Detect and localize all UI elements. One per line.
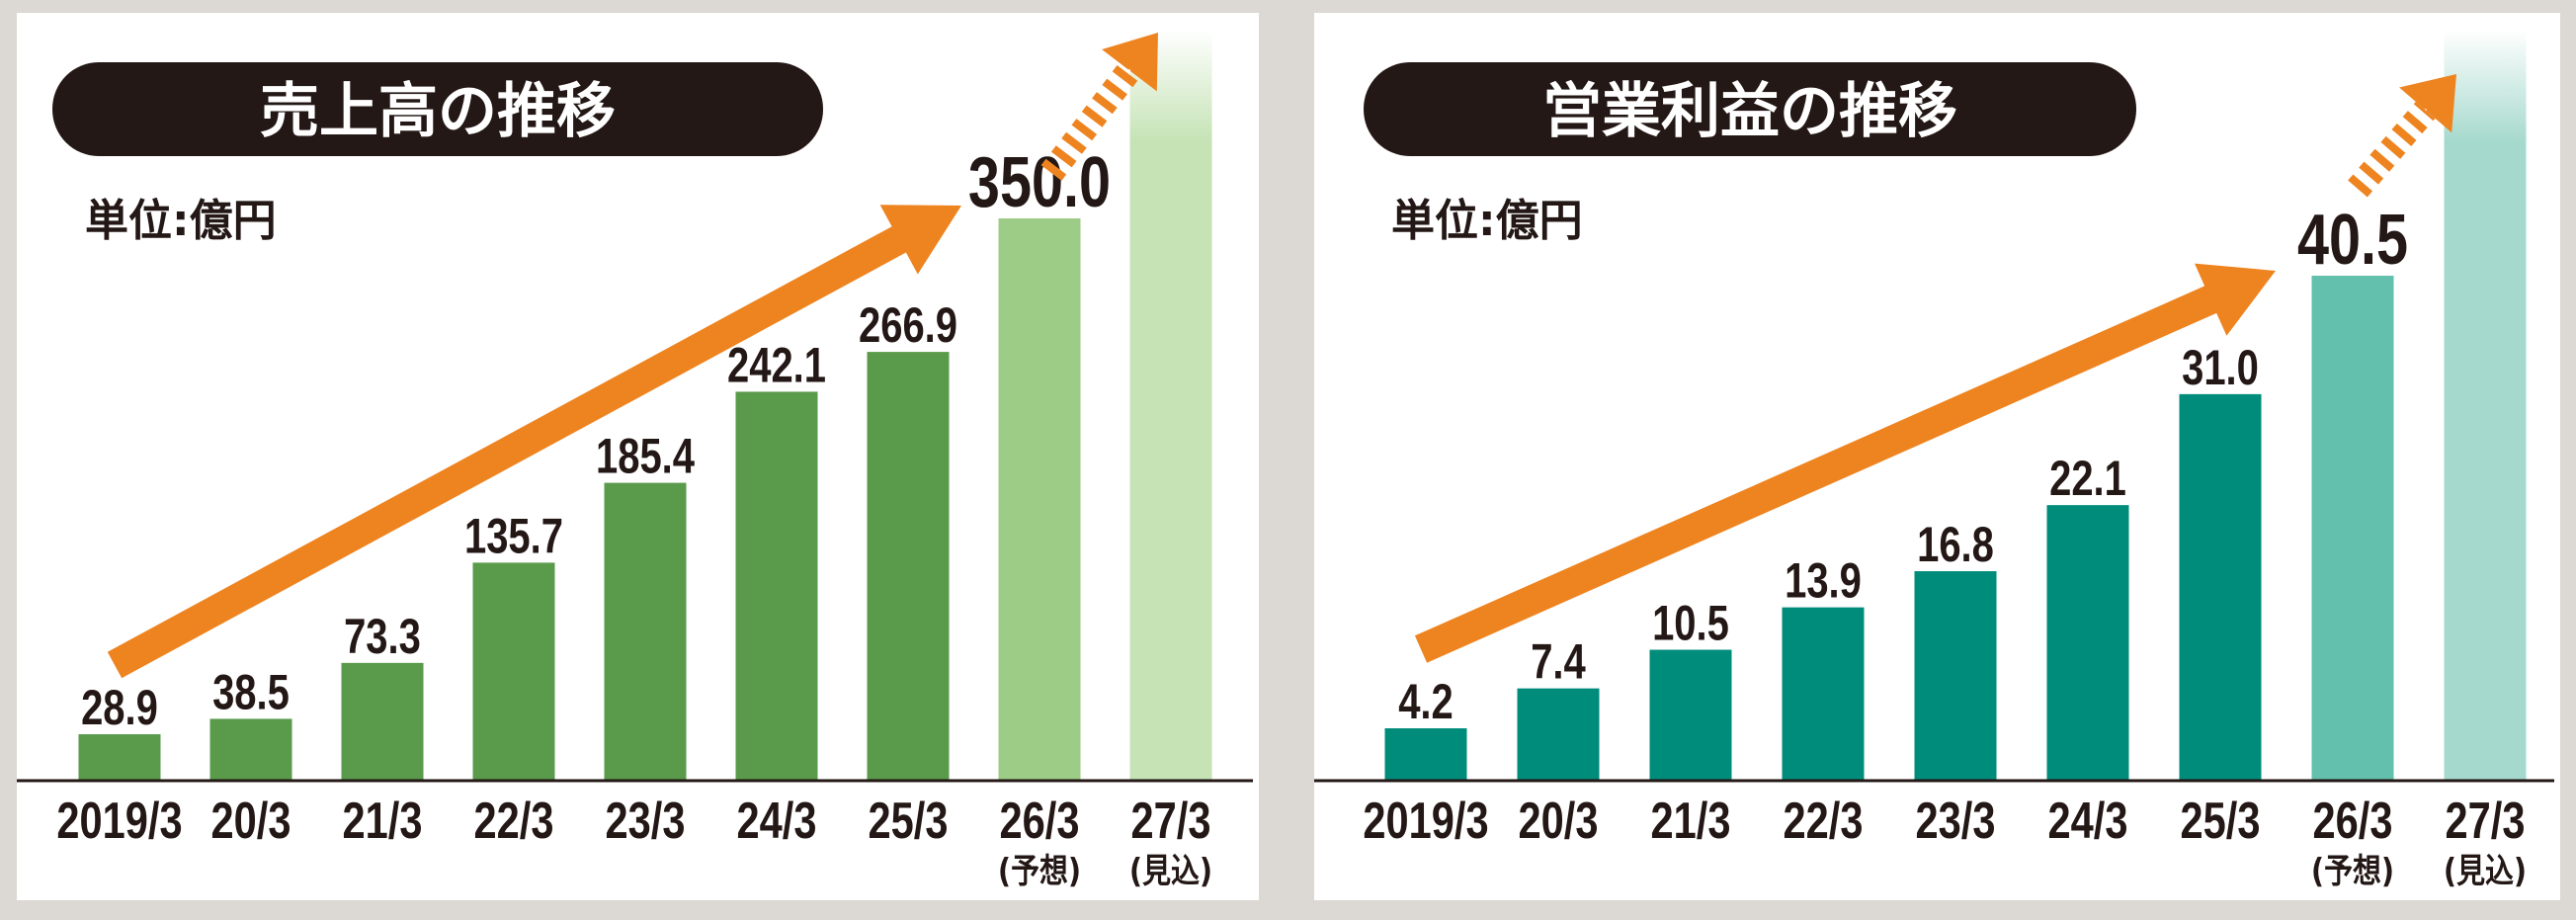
x-tick-note: (予想) [2311, 853, 2394, 891]
forecast-dashed-arrow [2348, 101, 2436, 198]
x-tick-note: (見込) [1129, 853, 1212, 891]
trend-arrow [107, 205, 962, 679]
bar [1649, 649, 1732, 781]
x-tick-label: 21/3 [1651, 792, 1731, 850]
x-tick-label: 20/3 [1519, 792, 1599, 850]
x-tick-label: 26/3 [1000, 792, 1080, 850]
data-label: 38.5 [212, 664, 290, 719]
x-tick-label: 22/3 [474, 792, 554, 850]
bar [1914, 571, 1997, 781]
x-tick-label: 23/3 [1916, 792, 1996, 850]
trend-arrow [1414, 263, 2276, 663]
x-tick-note: (見込) [2444, 853, 2527, 891]
data-label: 10.5 [1652, 595, 1729, 650]
x-tick-label: 23/3 [606, 792, 686, 850]
data-label: 135.7 [464, 508, 563, 563]
bar [604, 482, 687, 781]
data-label: 16.8 [1917, 517, 1994, 572]
bar [78, 734, 161, 781]
forecast-arrow-head [1102, 33, 1158, 92]
x-tick-label: 24/3 [2048, 792, 2128, 850]
bar-outlook [1129, 30, 1212, 781]
bar [998, 218, 1081, 781]
bar [2311, 276, 2394, 781]
bar [2046, 505, 2129, 781]
bar [472, 562, 555, 781]
data-label: 4.2 [1398, 674, 1454, 729]
x-tick-label: 21/3 [343, 792, 423, 850]
data-label: 266.9 [859, 297, 957, 353]
data-label: 7.4 [1531, 633, 1586, 689]
data-label: 28.9 [81, 680, 158, 735]
bar [1782, 607, 1865, 781]
data-label: 22.1 [2049, 451, 2126, 506]
bar [341, 662, 424, 781]
bar [209, 718, 292, 781]
x-tick-label: 2019/3 [1363, 792, 1488, 850]
data-label: 13.9 [1785, 552, 1862, 608]
title-pill [52, 62, 823, 156]
x-tick-label: 25/3 [869, 792, 949, 850]
x-tick-label: 27/3 [2446, 792, 2526, 850]
forecast-dashed-arrow [1040, 62, 1140, 181]
bar [735, 391, 818, 781]
bar [867, 352, 950, 781]
x-tick-label: 22/3 [1784, 792, 1864, 850]
unit-label: 単位:億円 [85, 196, 277, 246]
x-tick-label: 2019/3 [56, 792, 182, 850]
data-label: 242.1 [727, 337, 826, 392]
chart-title: 売上高の推移 [260, 77, 616, 146]
x-tick-label: 27/3 [1131, 792, 1211, 850]
data-label: 31.0 [2182, 340, 2259, 395]
bar [1517, 688, 1600, 781]
data-label: 185.4 [596, 428, 695, 483]
chart-title: 営業利益の推移 [1542, 77, 1957, 146]
x-tick-label: 24/3 [737, 792, 817, 850]
data-label: 73.3 [344, 609, 421, 664]
data-label: 350.0 [968, 142, 1111, 222]
title-pill [1364, 62, 2136, 156]
x-tick-label: 25/3 [2181, 792, 2261, 850]
x-tick-label: 20/3 [211, 792, 291, 850]
bar-outlook [2444, 30, 2527, 781]
x-tick-label: 26/3 [2313, 792, 2393, 850]
bar [1384, 728, 1467, 781]
data-label: 40.5 [2297, 200, 2408, 280]
unit-label: 単位:億円 [1391, 196, 1583, 246]
bar [2179, 393, 2262, 781]
x-tick-note: (予想) [998, 853, 1081, 891]
forecast-arrow-head [2399, 74, 2456, 133]
